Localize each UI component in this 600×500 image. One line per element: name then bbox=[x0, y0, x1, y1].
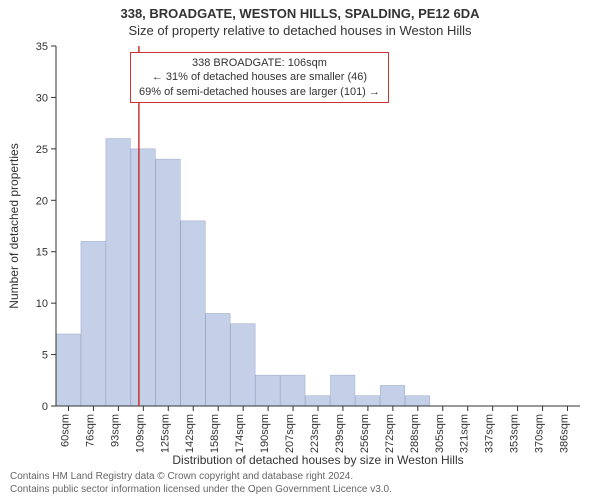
bar bbox=[156, 159, 180, 406]
bar bbox=[330, 375, 354, 406]
svg-text:25: 25 bbox=[36, 144, 48, 156]
svg-text:386sqm: 386sqm bbox=[559, 414, 571, 453]
svg-text:272sqm: 272sqm bbox=[384, 414, 396, 453]
footer-line1: Contains HM Land Registry data © Crown c… bbox=[10, 470, 392, 483]
property-annotation: 338 BROADGATE: 106sqm ← 31% of detached … bbox=[130, 52, 389, 103]
svg-text:321sqm: 321sqm bbox=[459, 414, 471, 453]
svg-text:93sqm: 93sqm bbox=[109, 414, 121, 447]
svg-text:35: 35 bbox=[36, 41, 48, 53]
annotation-line3: 69% of semi-detached houses are larger (… bbox=[139, 85, 380, 99]
svg-text:0: 0 bbox=[42, 401, 48, 413]
svg-text:370sqm: 370sqm bbox=[534, 414, 546, 453]
y-axis-label: Number of detached properties bbox=[7, 143, 21, 308]
bar bbox=[281, 375, 305, 406]
bar bbox=[131, 149, 155, 406]
svg-text:109sqm: 109sqm bbox=[134, 414, 146, 453]
bar bbox=[81, 241, 105, 406]
chart-container: 338, BROADGATE, WESTON HILLS, SPALDING, … bbox=[0, 0, 600, 500]
bar bbox=[181, 221, 205, 406]
bar bbox=[306, 396, 330, 406]
svg-text:305sqm: 305sqm bbox=[434, 414, 446, 453]
svg-text:76sqm: 76sqm bbox=[84, 414, 96, 447]
svg-text:207sqm: 207sqm bbox=[284, 414, 296, 453]
svg-text:353sqm: 353sqm bbox=[509, 414, 521, 453]
svg-text:60sqm: 60sqm bbox=[59, 414, 71, 447]
x-axis-label: Distribution of detached houses by size … bbox=[172, 453, 463, 467]
svg-text:10: 10 bbox=[36, 298, 48, 310]
bar bbox=[56, 334, 80, 406]
svg-text:223sqm: 223sqm bbox=[309, 414, 321, 453]
bar bbox=[355, 396, 379, 406]
footer: Contains HM Land Registry data © Crown c… bbox=[10, 470, 392, 496]
svg-text:15: 15 bbox=[36, 247, 48, 259]
footer-line2: Contains public sector information licen… bbox=[10, 483, 392, 496]
svg-text:125sqm: 125sqm bbox=[159, 414, 171, 453]
svg-text:288sqm: 288sqm bbox=[409, 414, 421, 453]
svg-text:174sqm: 174sqm bbox=[234, 414, 246, 453]
svg-text:190sqm: 190sqm bbox=[259, 414, 271, 453]
svg-text:20: 20 bbox=[36, 195, 48, 207]
bar bbox=[380, 385, 404, 406]
bar bbox=[405, 396, 429, 406]
bar bbox=[106, 139, 130, 406]
annotation-line1: 338 BROADGATE: 106sqm bbox=[139, 56, 380, 70]
annotation-line2: ← 31% of detached houses are smaller (46… bbox=[139, 70, 380, 84]
svg-text:30: 30 bbox=[36, 92, 48, 104]
svg-text:142sqm: 142sqm bbox=[184, 414, 196, 453]
bar bbox=[206, 313, 230, 406]
bar bbox=[256, 375, 280, 406]
svg-text:337sqm: 337sqm bbox=[484, 414, 496, 453]
svg-text:239sqm: 239sqm bbox=[334, 414, 346, 453]
svg-text:158sqm: 158sqm bbox=[209, 414, 221, 453]
bar bbox=[231, 324, 255, 406]
svg-text:256sqm: 256sqm bbox=[359, 414, 371, 453]
svg-text:5: 5 bbox=[42, 350, 48, 362]
